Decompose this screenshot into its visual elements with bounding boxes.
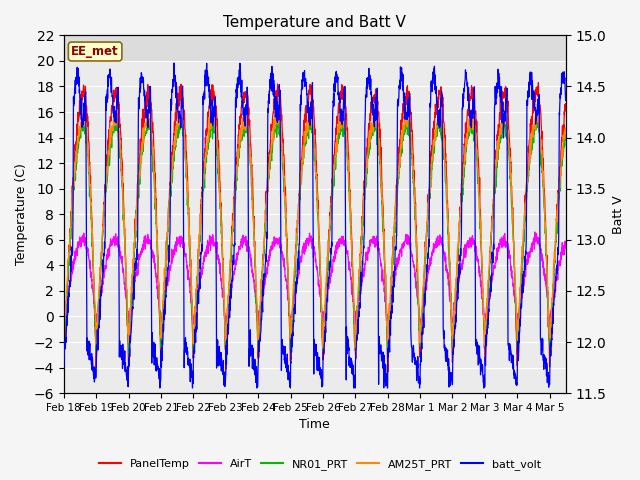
Legend: PanelTemp, AirT, NR01_PRT, AM25T_PRT, batt_volt: PanelTemp, AirT, NR01_PRT, AM25T_PRT, ba… — [94, 455, 546, 474]
Y-axis label: Temperature (C): Temperature (C) — [15, 163, 28, 265]
Bar — [64, 36, 566, 61]
Y-axis label: Batt V: Batt V — [612, 195, 625, 234]
Text: EE_met: EE_met — [71, 45, 119, 58]
Title: Temperature and Batt V: Temperature and Batt V — [223, 15, 406, 30]
X-axis label: Time: Time — [300, 419, 330, 432]
